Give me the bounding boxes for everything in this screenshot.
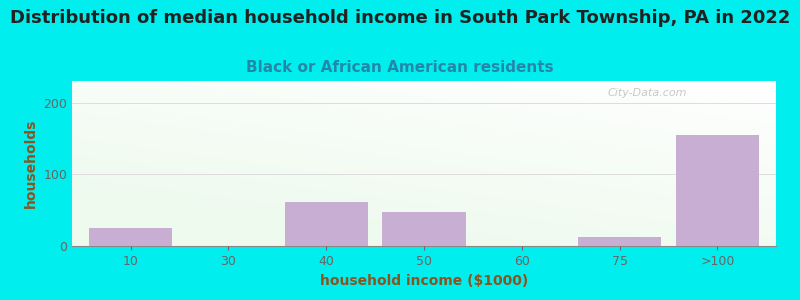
Bar xyxy=(578,237,661,246)
Bar xyxy=(285,202,368,246)
Text: City-Data.com: City-Data.com xyxy=(607,88,686,98)
X-axis label: household income ($1000): household income ($1000) xyxy=(320,274,528,288)
Bar xyxy=(89,228,172,246)
Y-axis label: households: households xyxy=(24,119,38,208)
Text: Distribution of median household income in South Park Township, PA in 2022: Distribution of median household income … xyxy=(10,9,790,27)
Bar xyxy=(676,135,759,246)
Bar xyxy=(382,212,466,246)
Text: Black or African American residents: Black or African American residents xyxy=(246,60,554,75)
